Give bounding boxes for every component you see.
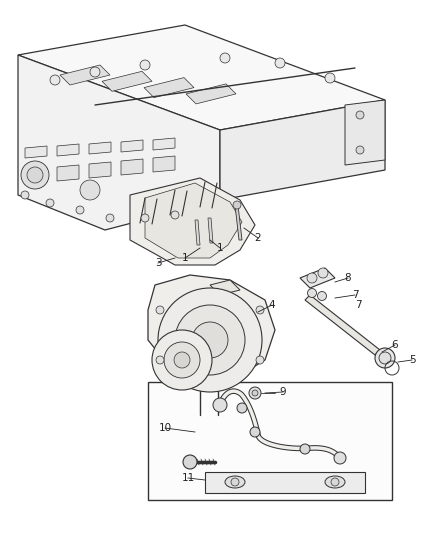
Text: 3: 3 — [155, 258, 161, 268]
Polygon shape — [305, 295, 380, 355]
Polygon shape — [121, 159, 143, 175]
Circle shape — [156, 356, 164, 364]
Polygon shape — [153, 156, 175, 172]
Circle shape — [220, 53, 230, 63]
Circle shape — [158, 288, 262, 392]
Text: 2: 2 — [254, 233, 261, 243]
Text: 7: 7 — [352, 290, 358, 300]
Polygon shape — [89, 162, 111, 178]
Circle shape — [90, 67, 100, 77]
Circle shape — [174, 352, 190, 368]
Circle shape — [300, 444, 310, 454]
Text: 9: 9 — [280, 387, 286, 397]
Circle shape — [331, 478, 339, 486]
Circle shape — [256, 306, 264, 314]
Circle shape — [27, 167, 43, 183]
Circle shape — [152, 330, 212, 390]
Circle shape — [275, 58, 285, 68]
Text: 6: 6 — [392, 340, 398, 350]
Polygon shape — [195, 220, 200, 245]
Polygon shape — [153, 138, 175, 150]
Circle shape — [171, 211, 179, 219]
Text: 1: 1 — [182, 253, 188, 263]
Text: 11: 11 — [181, 473, 194, 483]
Ellipse shape — [325, 476, 345, 488]
Polygon shape — [121, 140, 143, 152]
Circle shape — [307, 273, 317, 283]
Text: 1: 1 — [217, 243, 223, 253]
Circle shape — [249, 387, 261, 399]
Polygon shape — [57, 165, 79, 181]
Circle shape — [76, 206, 84, 214]
Circle shape — [50, 75, 60, 85]
Polygon shape — [18, 55, 220, 230]
Polygon shape — [345, 100, 385, 165]
Polygon shape — [25, 168, 47, 184]
Circle shape — [46, 199, 54, 207]
Polygon shape — [186, 84, 236, 104]
Polygon shape — [235, 205, 242, 240]
Text: 5: 5 — [409, 355, 415, 365]
Circle shape — [318, 268, 328, 278]
Polygon shape — [102, 71, 152, 91]
Polygon shape — [220, 100, 385, 200]
Polygon shape — [130, 178, 255, 265]
Text: 7: 7 — [355, 300, 361, 310]
Circle shape — [175, 305, 245, 375]
Circle shape — [237, 403, 247, 413]
Circle shape — [356, 146, 364, 154]
Circle shape — [318, 292, 326, 301]
Circle shape — [375, 348, 395, 368]
Circle shape — [213, 398, 227, 412]
Circle shape — [156, 306, 164, 314]
Circle shape — [164, 342, 200, 378]
Text: 10: 10 — [159, 423, 172, 433]
Polygon shape — [208, 218, 213, 243]
Circle shape — [183, 455, 197, 469]
Circle shape — [21, 191, 29, 199]
Polygon shape — [300, 268, 335, 288]
Polygon shape — [145, 183, 242, 258]
Polygon shape — [60, 65, 110, 85]
FancyBboxPatch shape — [148, 382, 392, 500]
Circle shape — [141, 214, 149, 222]
Circle shape — [252, 390, 258, 396]
Circle shape — [379, 352, 391, 364]
Polygon shape — [89, 142, 111, 154]
Circle shape — [106, 214, 114, 222]
Polygon shape — [18, 25, 385, 130]
Circle shape — [307, 288, 317, 297]
Circle shape — [250, 427, 260, 437]
Polygon shape — [148, 275, 275, 378]
Polygon shape — [144, 78, 194, 98]
Circle shape — [256, 356, 264, 364]
Text: 4: 4 — [268, 300, 276, 310]
Polygon shape — [205, 472, 365, 493]
Polygon shape — [57, 144, 79, 156]
Polygon shape — [25, 146, 47, 158]
Polygon shape — [210, 280, 240, 295]
Circle shape — [140, 60, 150, 70]
Circle shape — [233, 201, 241, 209]
Circle shape — [231, 478, 239, 486]
Circle shape — [325, 73, 335, 83]
Circle shape — [192, 322, 228, 358]
Ellipse shape — [225, 476, 245, 488]
Circle shape — [21, 161, 49, 189]
Circle shape — [80, 180, 100, 200]
Circle shape — [356, 111, 364, 119]
Circle shape — [334, 452, 346, 464]
Text: 8: 8 — [345, 273, 351, 283]
